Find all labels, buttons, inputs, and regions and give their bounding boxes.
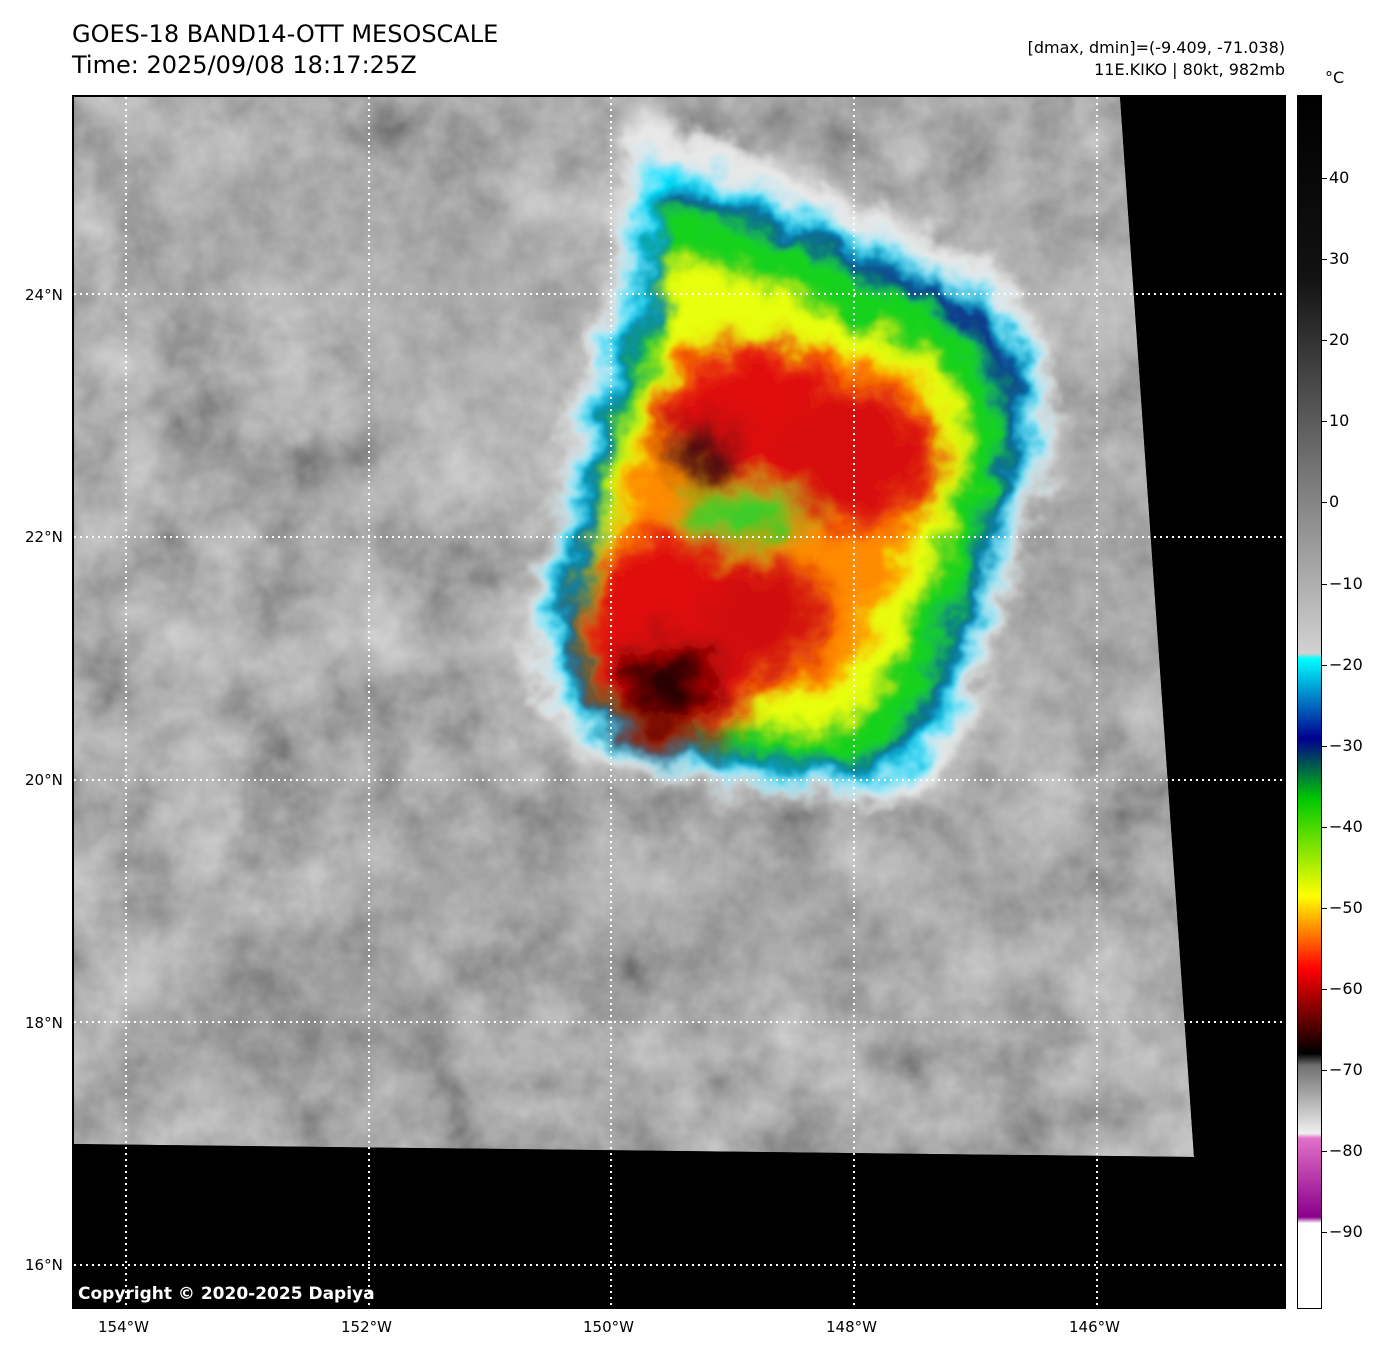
copyright-text: Copyright © 2020-2025 Dapiya bbox=[78, 1284, 375, 1304]
colorbar-tick-label: −60 bbox=[1329, 979, 1363, 998]
graticule bbox=[74, 97, 1284, 1307]
colorbar-unit: °C bbox=[1325, 68, 1345, 87]
dmax-dmin-readout: [dmax, dmin]=(-9.409, -71.038) bbox=[1027, 38, 1285, 57]
colorbar-tick-label: 10 bbox=[1329, 411, 1350, 431]
satellite-map bbox=[72, 95, 1286, 1309]
colorbar-tick-label: −90 bbox=[1329, 1222, 1363, 1242]
colorbar-tick-label: −40 bbox=[1329, 816, 1363, 836]
colorbar-tick-label: 40 bbox=[1329, 168, 1350, 187]
colorbar-tick-mark bbox=[1322, 907, 1327, 909]
colorbar-tick-label: −80 bbox=[1329, 1141, 1363, 1161]
colorbar-tick-label: −10 bbox=[1329, 573, 1363, 593]
colorbar-tick-label: −70 bbox=[1329, 1060, 1363, 1080]
lat-label-24n: 24°N bbox=[25, 286, 63, 304]
lat-label-20n: 20°N bbox=[25, 771, 63, 789]
storm-info: 11E.KIKO | 80kt, 982mb bbox=[1094, 60, 1285, 79]
lon-label-146w: 146°W bbox=[1069, 1318, 1120, 1336]
colorbar-tick-mark bbox=[1322, 421, 1327, 423]
lat-label-18n: 18°N bbox=[25, 1014, 63, 1032]
colorbar-tick-mark bbox=[1322, 583, 1327, 585]
lat-label-16n: 16°N bbox=[25, 1256, 63, 1274]
lon-label-154w: 154°W bbox=[98, 1318, 149, 1336]
colorbar-tick-mark bbox=[1322, 664, 1327, 666]
colorbar-tick-mark bbox=[1322, 1070, 1327, 1072]
colorbar-tick-label: −30 bbox=[1329, 735, 1363, 755]
colorbar-tick-mark bbox=[1322, 1151, 1327, 1153]
lon-label-152w: 152°W bbox=[341, 1318, 392, 1336]
colorbar-tick-mark bbox=[1322, 1232, 1327, 1234]
lon-label-150w: 150°W bbox=[583, 1318, 634, 1336]
colorbar-tick-mark bbox=[1322, 340, 1327, 342]
colorbar-tick-mark bbox=[1322, 745, 1327, 747]
colorbar bbox=[1297, 95, 1322, 1309]
colorbar-tick-label: 0 bbox=[1329, 492, 1340, 512]
colorbar-tick-mark bbox=[1322, 178, 1327, 179]
colorbar-tick-label: −20 bbox=[1329, 654, 1363, 674]
colorbar-tick-mark bbox=[1322, 989, 1327, 990]
colorbar-tick-mark bbox=[1322, 502, 1327, 504]
lat-label-22n: 22°N bbox=[25, 528, 63, 546]
lon-label-148w: 148°W bbox=[826, 1318, 877, 1336]
colorbar-gradient bbox=[1298, 96, 1321, 1308]
map-title: GOES-18 BAND14-OTT MESOSCALE bbox=[72, 20, 499, 48]
colorbar-tick-label: 30 bbox=[1329, 249, 1350, 269]
colorbar-tick-mark bbox=[1322, 826, 1327, 828]
satellite-imagery bbox=[74, 97, 1284, 1307]
colorbar-tick-label: 20 bbox=[1329, 330, 1350, 350]
colorbar-tick-label: −50 bbox=[1329, 897, 1363, 917]
colorbar-tick-mark bbox=[1322, 259, 1327, 261]
map-time: Time: 2025/09/08 18:17:25Z bbox=[72, 51, 417, 79]
